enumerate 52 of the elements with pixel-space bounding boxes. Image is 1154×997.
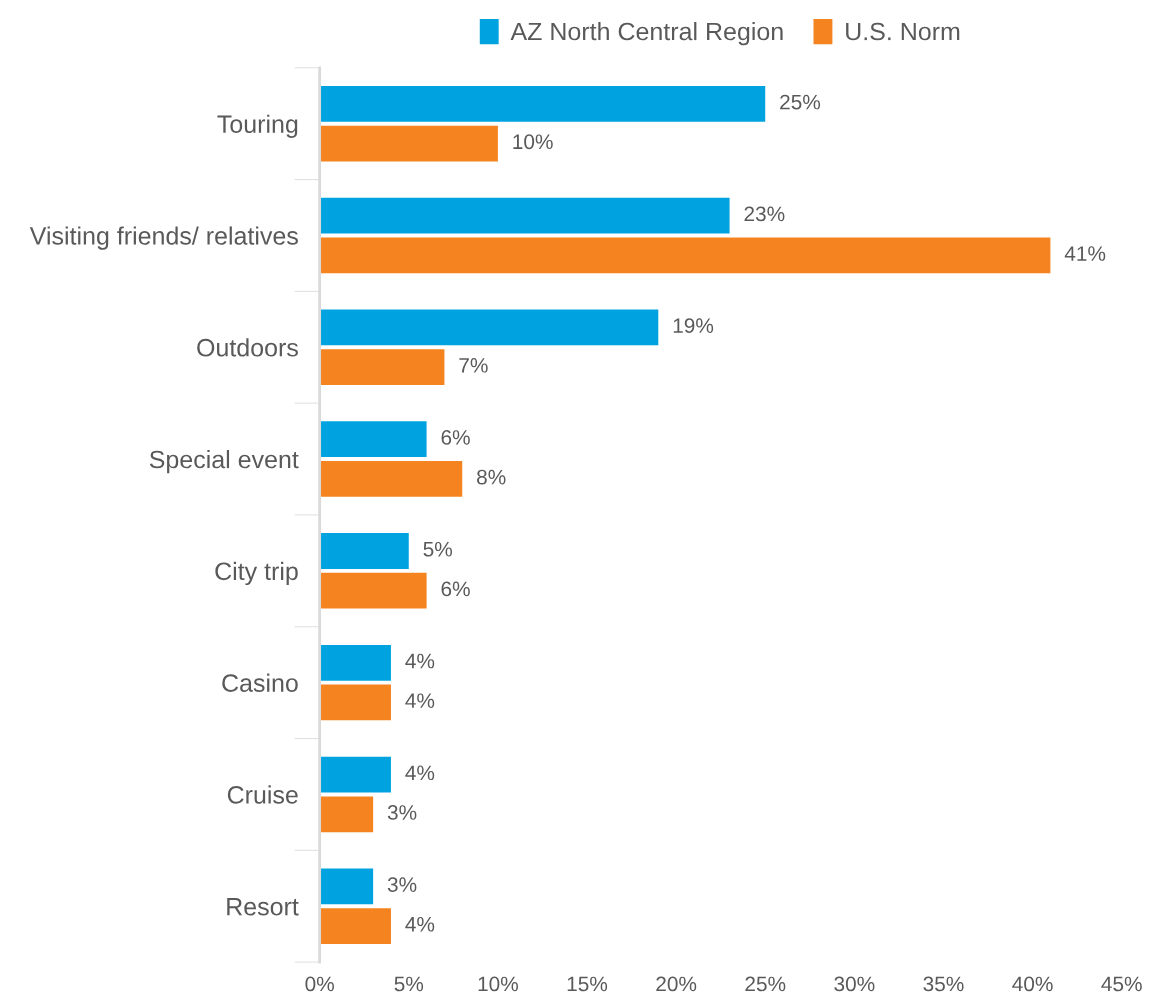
x-tick-label: 30% — [834, 976, 875, 992]
y-tick-label: Outdoors — [197, 338, 298, 357]
data-label: 7% — [459, 358, 488, 373]
bar — [319, 197, 730, 234]
bar — [319, 684, 391, 721]
x-tick-label: 5% — [394, 976, 424, 992]
legend-label: U.S. Norm — [846, 22, 960, 41]
legend-label: AZ North Central Region — [510, 21, 783, 46]
bar — [319, 421, 427, 458]
bar — [319, 908, 391, 944]
data-label: 4% — [405, 693, 435, 708]
x-tick-label: 40% — [1012, 976, 1053, 992]
x-tick-label: 25% — [745, 976, 786, 992]
bar — [319, 756, 391, 793]
y-tick-label: Visiting friends/ relatives — [29, 226, 298, 250]
data-label: 4% — [405, 653, 435, 669]
data-label: 6% — [441, 430, 470, 445]
bar — [319, 796, 374, 833]
x-tick-label: 35% — [923, 976, 964, 992]
x-tick-label: 20% — [656, 976, 697, 992]
data-label: 4% — [405, 916, 435, 932]
bar — [319, 309, 659, 346]
y-tick-label: Casino — [222, 673, 298, 692]
x-tick-label: 0% — [305, 976, 334, 992]
y-tick-label: Cruise — [227, 785, 298, 804]
x-tick-label: 15% — [567, 976, 608, 992]
bar — [319, 237, 1051, 274]
data-label: 6% — [441, 581, 470, 597]
data-label: 19% — [673, 318, 714, 334]
y-tick-label: Resort — [227, 898, 299, 916]
bar — [319, 85, 766, 122]
data-label: 23% — [744, 206, 785, 222]
y-tick-label: Touring — [217, 114, 298, 138]
bar — [319, 461, 463, 497]
bar — [319, 572, 427, 609]
data-label: 8% — [477, 469, 506, 485]
bar — [319, 644, 391, 681]
data-label: 3% — [387, 805, 417, 820]
bar — [319, 349, 445, 385]
bar — [319, 868, 374, 905]
bar — [319, 125, 498, 162]
x-tick-label: 10% — [478, 976, 518, 992]
y-tick-label: City trip — [215, 561, 298, 586]
data-label: 10% — [513, 134, 553, 150]
data-label: 3% — [387, 877, 417, 892]
x-tick-label: 45% — [1101, 976, 1142, 992]
data-label: 25% — [780, 94, 821, 110]
data-label: 41% — [1064, 246, 1106, 261]
bar — [319, 533, 409, 569]
data-label: 4% — [405, 765, 435, 781]
data-label: 5% — [423, 541, 453, 557]
y-tick-label: Special event — [149, 450, 299, 474]
